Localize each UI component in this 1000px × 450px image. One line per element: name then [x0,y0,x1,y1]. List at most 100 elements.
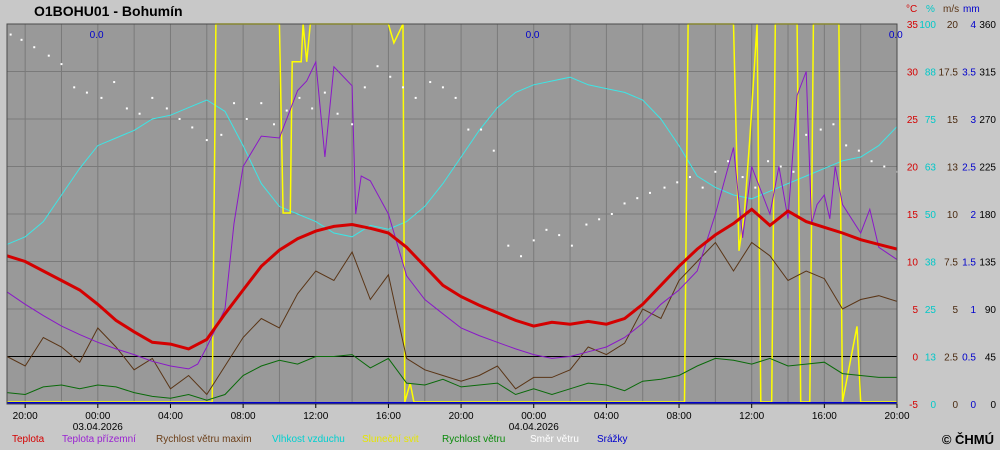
series-humidity [6,76,898,245]
wind-direction-point [376,65,379,68]
x-tick-label: 16:00 [812,411,837,422]
x-tick-label: 04:00 [594,411,619,422]
legend-item-wind-direction: Směr větru [530,434,579,445]
wind-direction-point [20,38,23,41]
y-tick-label-temperature_c: 25 [907,115,919,126]
x-tick-label: 16:00 [376,411,401,422]
y-tick-label-temperature_c: 30 [907,68,919,79]
wind-direction-point [165,107,168,110]
wind-direction-point [441,86,444,89]
x-tick-label: 20:00 [884,411,909,422]
y-tick-label-humidity_pct: 50 [925,210,937,221]
wind-direction-point [610,213,613,215]
x-tick-label: 00:00 [521,411,546,422]
precip-total-label: 0.0 [90,30,104,41]
y-tick-label-humidity_pct: 75 [925,115,937,126]
date-label: 03.04.2026 [73,422,123,432]
wind-direction-point [138,112,141,115]
series-temperature [6,207,898,351]
y-tick-label-wind_ms: 7.5 [944,258,958,269]
wind-direction-point [429,81,432,84]
wind-direction-point [73,86,76,89]
wind-direction-point [151,96,154,99]
legend-item-humidity: Vlhkost vzduchu [272,434,345,445]
legend-item-ground-temperature: Teplota přízemní [62,434,136,445]
y-tick-label-precip_mm: 2.5 [962,163,976,174]
wind-direction-point [676,181,679,184]
wind-direction-point [336,112,339,115]
copyright: © ČHMÚ [941,432,994,447]
y-tick-label-humidity_pct: 13 [925,353,937,364]
y-tick-label-precip_mm: 1.5 [962,258,976,269]
wind-direction-point [648,191,651,194]
wind-direction-point [100,96,103,99]
y-tick-label-temperature_c: 20 [907,163,919,174]
x-tick-label: 08:00 [231,411,256,422]
y-tick-label-temperature_c: 15 [907,210,919,221]
wind-direction-point [178,118,181,120]
axis-unit-wind: m/s [943,4,960,15]
wind-direction-point [60,63,63,66]
date-label: 04.04.2026 [509,422,559,432]
y-tick-label-precip_mm: 3 [970,115,976,126]
y-tick-label-temperature_c: 5 [912,305,918,316]
wind-direction-point [480,128,483,131]
y-tick-label-wind_direction_deg: 360 [979,20,996,31]
y-tick-label-wind_ms: 20 [947,20,959,31]
wind-direction-point [273,123,275,126]
y-tick-label-wind_direction_deg: 225 [979,163,996,174]
precip-total-label: 0.0 [526,30,540,41]
y-tick-label-wind_ms: 15 [947,115,959,126]
wind-direction-point [532,239,535,242]
y-tick-label-wind_direction_deg: 90 [985,305,997,316]
wind-direction-point [492,149,495,152]
wind-direction-point [663,186,666,189]
y-tick-label-wind_direction_deg: 315 [979,68,996,79]
y-tick-label-humidity_pct: 25 [925,305,937,316]
wind-direction-point [9,33,12,36]
wind-direction-point [454,96,457,99]
wind-direction-point [688,176,691,179]
legend-item-wind-speed: Rychlost větru [442,434,506,445]
wind-direction-point [767,160,770,163]
wind-direction-point [870,160,873,163]
y-tick-label-temperature_c: 0 [912,353,918,364]
y-tick-label-precip_mm: 4 [970,20,976,31]
wind-direction-point [245,118,248,120]
wind-direction-point [85,91,88,94]
axis-unit-temperature: °C [906,4,918,15]
wind-direction-point [585,223,588,226]
x-tick-label: 08:00 [667,411,692,422]
y-tick-label-wind_ms: 13 [947,163,959,174]
wind-direction-point [323,91,326,94]
y-tick-label-humidity_pct: 63 [925,163,937,174]
wind-direction-point [741,176,744,179]
y-tick-label-humidity_pct: 88 [925,68,937,79]
precip-total-label: 0.0 [889,30,903,41]
y-tick-label-precip_mm: 0 [970,400,976,411]
series-wind-speed [6,354,897,401]
axis-units-header: °C % m/s mm [904,4,1000,18]
wind-direction-point [47,54,50,57]
y-tick-label-humidity_pct: 100 [919,20,936,31]
wind-direction-point [113,81,116,84]
wind-direction-point [792,170,795,173]
y-tick-label-wind_direction_deg: 45 [985,353,997,364]
legend-item-wind-gust: Rychlost větru maxim [156,434,252,445]
series-ground-temperature [6,60,898,370]
wind-direction-point [883,165,886,168]
wind-direction-point [33,46,36,49]
chart-title: O1BOHU01 - Bohumín [34,3,183,19]
wind-direction-point [205,139,208,142]
y-tick-label-precip_mm: 2 [970,210,976,221]
wind-direction-point [545,228,548,231]
legend-item-temperature: Teplota [12,434,45,445]
y-tick-label-wind_ms: 0 [952,400,958,411]
y-tick-label-wind_ms: 5 [952,305,958,316]
wind-direction-point [311,107,314,110]
y-tick-label-temperature_c: -5 [909,400,918,411]
wind-direction-point [507,244,510,247]
wind-direction-point [191,126,194,129]
x-tick-label: 20:00 [13,411,38,422]
wind-direction-point [125,107,128,110]
